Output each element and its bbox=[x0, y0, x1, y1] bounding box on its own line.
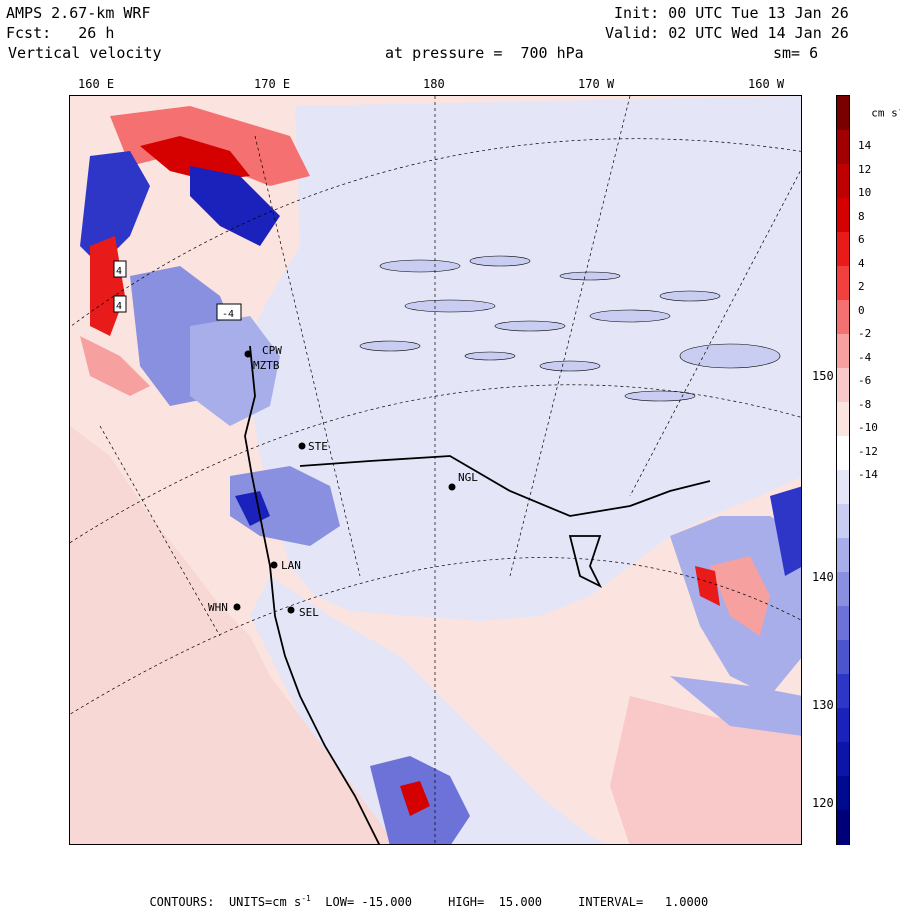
land-region bbox=[70, 426, 390, 844]
colorbar-segment bbox=[837, 334, 849, 369]
map-panel: -4 4 4 MZTB CPW STE NGL LAN WHN SEL bbox=[69, 95, 802, 845]
colorbar-segment bbox=[837, 674, 849, 709]
station-label-ngl: NGL bbox=[458, 471, 478, 484]
station-dot-ngl bbox=[448, 483, 456, 491]
coastline bbox=[244, 345, 381, 844]
negative-lower-right bbox=[670, 676, 801, 736]
model-title: AMPS 2.67-km WRF bbox=[6, 4, 151, 22]
colorbar-segment bbox=[837, 470, 849, 505]
colorbar-segment bbox=[837, 708, 849, 743]
negative-streaks bbox=[359, 255, 781, 402]
colorbar-segment bbox=[837, 402, 849, 437]
smoothing: sm= 6 bbox=[773, 44, 819, 62]
colorbar bbox=[836, 95, 850, 845]
station-label-lan: LAN bbox=[281, 559, 301, 572]
colorbar-tick-label: 2 bbox=[858, 280, 865, 293]
colorbar-tick-label: 12 bbox=[858, 162, 872, 176]
lon-label-180: 180 bbox=[423, 77, 445, 91]
colorbar-segment bbox=[837, 130, 849, 165]
colorbar-segment bbox=[837, 266, 849, 301]
positive-bottom-cluster bbox=[400, 781, 430, 816]
svg-text:-4: -4 bbox=[222, 309, 234, 320]
negative-core-upper bbox=[80, 151, 150, 266]
colorbar-tick-label: -4 bbox=[858, 350, 872, 364]
colorbar-segment bbox=[837, 538, 849, 573]
lon-label-160e: 160 E bbox=[78, 77, 115, 91]
colorbar-tick-label: -6 bbox=[858, 374, 872, 387]
station-dot-whn bbox=[233, 603, 241, 611]
colorbar-segment bbox=[837, 504, 849, 539]
station-dot-lan bbox=[270, 561, 278, 569]
colorbar-tick-label: 4 bbox=[858, 256, 865, 270]
colorbar-segment bbox=[837, 810, 849, 845]
positive-patch-right bbox=[710, 556, 770, 636]
positive-lower-right bbox=[610, 696, 801, 844]
colorbar-tick-label: 10 bbox=[858, 186, 872, 199]
init-time: Init: 00 UTC Tue 13 Jan 26 bbox=[614, 4, 849, 22]
colorbar-tick-label: -8 bbox=[858, 397, 872, 411]
station-label-sel: SEL bbox=[299, 606, 319, 619]
negative-region-ocean bbox=[245, 96, 801, 621]
colorbar-segment bbox=[837, 776, 849, 811]
colorbar-tick-label: 14 bbox=[858, 139, 872, 152]
colorbar-tick-label: -14 bbox=[858, 468, 878, 481]
colorbar-segment bbox=[837, 436, 849, 471]
lon-label-170e: 170 E bbox=[254, 77, 291, 91]
graticule bbox=[70, 96, 801, 844]
colorbar-units: cm s-1 bbox=[871, 105, 900, 120]
positive-core-right bbox=[695, 566, 720, 606]
colorbar-segment bbox=[837, 742, 849, 777]
colorbar-tick-label: -10 bbox=[858, 421, 878, 434]
station-label-mztb: MZTB bbox=[253, 359, 280, 372]
colorbar-segment bbox=[837, 232, 849, 267]
colorbar-tick-label: 0 bbox=[858, 303, 865, 317]
colorbar-tick-label: -2 bbox=[858, 327, 872, 340]
field-name: Vertical velocity bbox=[8, 44, 162, 62]
colorbar-segment bbox=[837, 300, 849, 335]
colorbar-segment bbox=[837, 96, 849, 131]
negative-patch-mid bbox=[190, 316, 280, 426]
station-dot-sel bbox=[287, 606, 295, 614]
ice-shelf-front bbox=[299, 455, 711, 589]
valid-time: Valid: 02 UTC Wed 14 Jan 26 bbox=[605, 24, 849, 42]
station-dot-mztb bbox=[244, 350, 252, 358]
colorbar-segment bbox=[837, 198, 849, 233]
negative-core-upper-2 bbox=[190, 166, 280, 246]
negative-core-right bbox=[770, 486, 801, 576]
positive-core-upper bbox=[140, 136, 250, 181]
positive-core-left bbox=[90, 236, 125, 336]
lon-label-170w: 170 W bbox=[578, 77, 615, 91]
lon-label-160w: 160 W bbox=[748, 77, 785, 91]
colorbar-tick-label: 6 bbox=[858, 233, 865, 246]
colorbar-tick-label: -12 bbox=[858, 444, 878, 458]
negative-core-coast bbox=[235, 491, 270, 526]
contour-box-labels: -4 4 4 bbox=[113, 260, 242, 321]
colorbar-segment bbox=[837, 572, 849, 607]
pressure-level: at pressure = 700 hPa bbox=[385, 44, 584, 62]
svg-text:4: 4 bbox=[116, 301, 122, 312]
station-dot-ste bbox=[298, 442, 306, 450]
forecast-hour: Fcst: 26 h bbox=[6, 24, 115, 42]
stations: MZTB CPW STE NGL LAN WHN SEL bbox=[208, 344, 478, 619]
station-label-whn: WHN bbox=[208, 601, 228, 614]
station-label-ste: STE bbox=[308, 440, 328, 453]
station-label-chw: CPW bbox=[262, 344, 282, 357]
negative-coast-cluster bbox=[230, 466, 340, 546]
footer-contour-info: CONTOURS: UNITS=cm s-1 LOW= -15.000 HIGH… bbox=[149, 894, 709, 909]
colorbar-segment bbox=[837, 640, 849, 675]
colorbar-tick-label: 8 bbox=[858, 209, 865, 223]
svg-text:4: 4 bbox=[116, 266, 122, 277]
vertical-velocity-map: -4 4 4 MZTB CPW STE NGL LAN WHN SEL bbox=[70, 96, 801, 844]
positive-stripe-left bbox=[80, 336, 150, 396]
colorbar-segment bbox=[837, 606, 849, 641]
colorbar-segment bbox=[837, 368, 849, 403]
colorbar-segment bbox=[837, 164, 849, 199]
